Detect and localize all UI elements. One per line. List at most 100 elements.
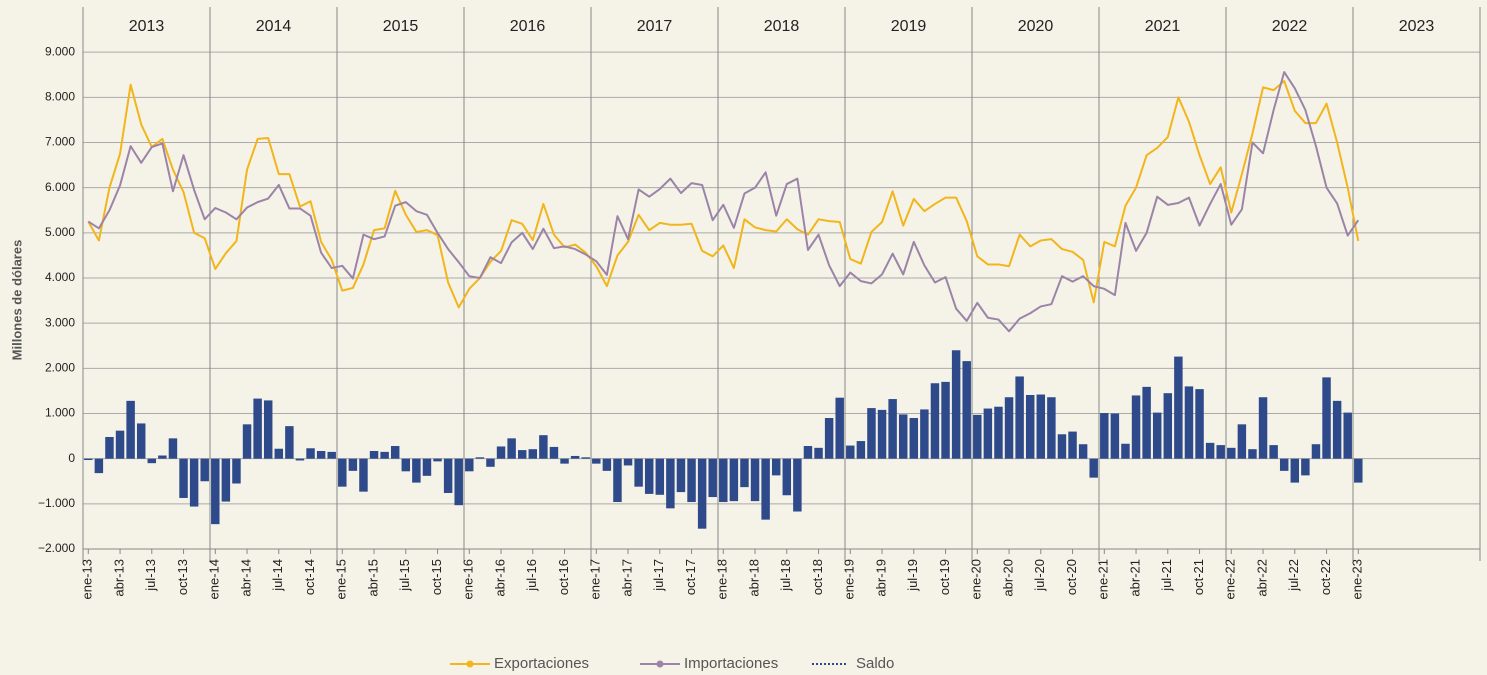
- bar: [189, 458, 199, 507]
- bar: [1047, 397, 1056, 459]
- bar: [994, 406, 1003, 459]
- bar: [390, 446, 400, 459]
- bar: [549, 446, 559, 459]
- bar: [835, 397, 844, 459]
- bar: [973, 414, 982, 459]
- bar: [1036, 394, 1046, 459]
- x-tick-label: jul-14: [270, 559, 285, 592]
- bar: [1311, 444, 1321, 459]
- bar: [1354, 458, 1363, 483]
- bar: [771, 458, 781, 476]
- bar: [1216, 445, 1225, 459]
- x-tick-label: abr-15: [365, 559, 380, 597]
- bar: [1142, 386, 1151, 459]
- y-tick-label: 5.000: [45, 225, 75, 239]
- bar: [158, 455, 167, 459]
- x-tick-label: ene-23: [1350, 559, 1365, 599]
- bar: [242, 424, 252, 459]
- x-tick-label: oct-13: [175, 559, 190, 595]
- x-tick-label: jul-17: [651, 559, 666, 592]
- x-tick-label: abr-19: [873, 559, 888, 597]
- bar: [274, 448, 284, 459]
- bar: [1163, 393, 1173, 459]
- x-tick-label: oct-19: [937, 559, 952, 595]
- bar: [634, 458, 643, 487]
- x-tick-label: abr-14: [238, 559, 253, 597]
- bar: [888, 399, 897, 459]
- bar: [867, 408, 876, 459]
- bar: [697, 458, 707, 529]
- x-tick-label: oct-22: [1318, 559, 1333, 595]
- bar: [401, 458, 411, 472]
- bar: [951, 350, 961, 459]
- x-tick-label: jul-21: [1159, 559, 1174, 592]
- bar: [676, 458, 686, 493]
- bar: [1110, 413, 1120, 459]
- bar: [803, 446, 813, 459]
- bar: [655, 458, 665, 495]
- bar: [147, 458, 157, 464]
- x-tick-label: oct-18: [810, 559, 825, 595]
- bar: [412, 458, 421, 483]
- bar: [623, 458, 633, 466]
- bar: [1248, 449, 1257, 459]
- x-tick-label: abr-20: [1000, 559, 1015, 597]
- bar: [528, 449, 538, 459]
- x-tick-label: abr-17: [619, 559, 634, 597]
- bar: [486, 458, 495, 467]
- bar: [1100, 413, 1109, 459]
- bar: [126, 400, 135, 459]
- bar: [1184, 386, 1194, 459]
- x-tick-label: ene-22: [1223, 559, 1238, 599]
- bar: [200, 458, 209, 482]
- bar: [941, 381, 950, 459]
- y-tick-label: −2.000: [38, 541, 75, 555]
- bar: [179, 458, 188, 498]
- bar: [761, 458, 770, 520]
- x-tick-label: ene-14: [207, 559, 222, 599]
- bar: [1131, 395, 1141, 459]
- bar: [846, 445, 855, 459]
- y-tick-label: 3.000: [45, 315, 75, 329]
- x-tick-label: oct-17: [683, 559, 698, 595]
- bar: [1227, 447, 1236, 459]
- legend-label: Importaciones: [684, 655, 778, 672]
- bar: [1004, 397, 1014, 459]
- bar: [539, 435, 548, 459]
- bar: [877, 409, 887, 459]
- bar: [94, 458, 104, 474]
- bar: [422, 458, 432, 476]
- x-tick-label: ene-15: [334, 559, 349, 599]
- bar: [740, 458, 749, 488]
- x-tick-label: ene-21: [1096, 559, 1111, 599]
- y-tick-label: 8.000: [45, 90, 75, 104]
- bar: [115, 430, 125, 459]
- x-tick-label: oct-14: [302, 559, 317, 595]
- line-series: [87, 71, 1360, 333]
- bar: [454, 458, 463, 506]
- x-tick-label: ene-13: [80, 559, 95, 599]
- bar: [1301, 458, 1310, 476]
- x-tick-label: abr-22: [1254, 559, 1269, 597]
- bar: [909, 418, 919, 459]
- bar: [84, 458, 93, 461]
- x-tick-label: jul-13: [143, 559, 158, 592]
- x-tick-label: oct-20: [1064, 559, 1079, 595]
- x-tick-label: jul-16: [524, 559, 539, 592]
- y-axis-label: Millones de dólares: [9, 240, 24, 361]
- x-tick-label: jul-20: [1032, 559, 1047, 592]
- legend-marker: [656, 660, 664, 668]
- year-label: 2014: [256, 18, 292, 35]
- bar: [1195, 389, 1204, 459]
- y-tick-label: 7.000: [45, 135, 75, 149]
- bar: [719, 458, 728, 503]
- bar: [496, 446, 506, 459]
- x-tick-label: abr-16: [492, 559, 507, 597]
- bar: [338, 458, 347, 487]
- bar: [570, 455, 580, 459]
- bar: [602, 458, 612, 471]
- bar: [221, 458, 231, 502]
- bar: [1290, 458, 1300, 483]
- y-tick-label: 0: [68, 451, 75, 465]
